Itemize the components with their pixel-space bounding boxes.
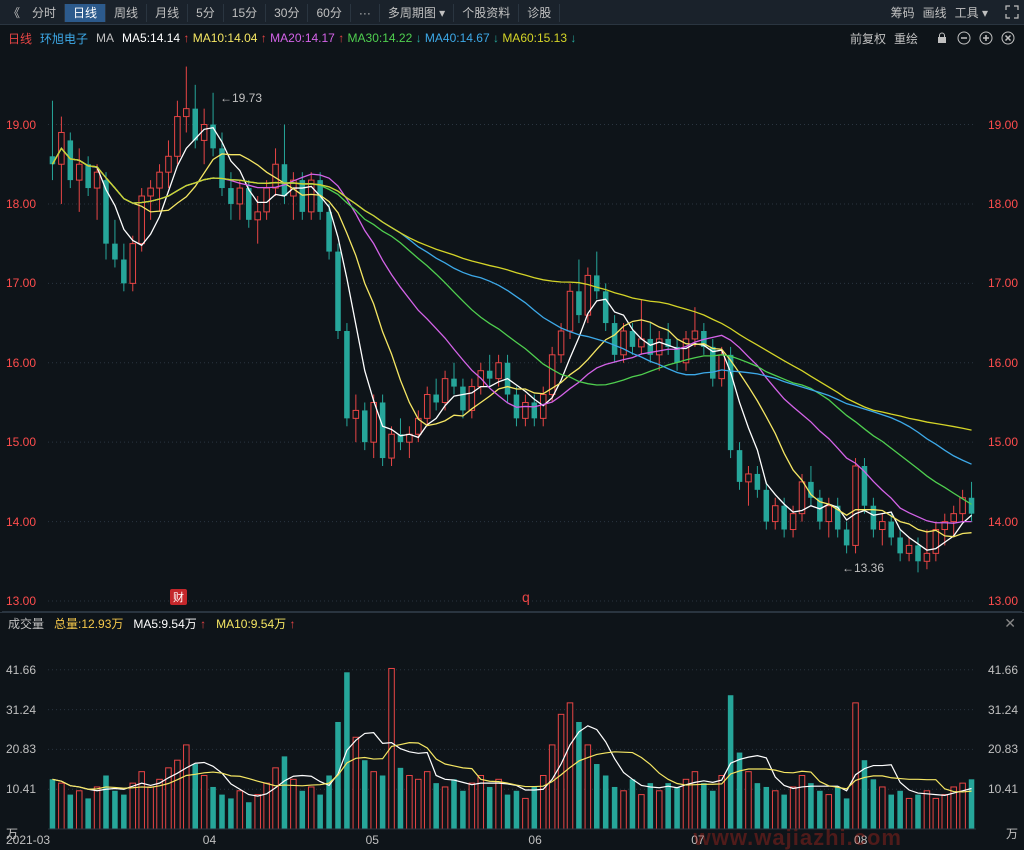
indicator-bar: 日线 环旭电子 MA MA5:14.14 ↑ MA10:14.04 ↑ MA20… xyxy=(0,25,1024,51)
timeframe-tab[interactable]: 分时 xyxy=(24,4,65,22)
volume-axis-unit: 万 xyxy=(1006,825,1018,842)
price-axis-tick: 14.00 xyxy=(6,515,36,529)
volume-axis-tick: 10.41 xyxy=(6,782,36,796)
toolbar-action[interactable]: 筹码 xyxy=(891,6,915,20)
watermark: www.wajiazhi.com xyxy=(694,825,902,850)
indicator-control[interactable]: 重绘 xyxy=(894,32,918,46)
price-axis-tick: 19.00 xyxy=(6,118,36,132)
toolbar-right: 筹码画线工具 ▾ xyxy=(891,4,1020,21)
high-annotation: ←19.73 xyxy=(220,91,262,105)
volume-label[interactable]: 成交量 xyxy=(8,615,44,632)
price-axis-tick: 15.00 xyxy=(988,435,1018,449)
volume-header: 成交量 总量:12.93万 MA5:9.54万 ↑ MA10:9.54万 ↑ ✕ xyxy=(0,612,1024,633)
ma-value: MA5:14.14 ↑ xyxy=(122,31,189,45)
price-axis-tick: 17.00 xyxy=(988,276,1018,290)
timeframe-tab[interactable]: ··· xyxy=(351,4,380,22)
volume-axis-tick: 41.66 xyxy=(988,663,1018,677)
volume-total: 总量:12.93万 xyxy=(54,615,123,632)
indicator-control[interactable]: 前复权 xyxy=(850,32,886,46)
ma-value: MA10:14.04 ↑ xyxy=(193,31,267,45)
ma-value: MA60:15.13 ↓ xyxy=(502,31,576,45)
volume-axis-tick: 31.24 xyxy=(988,703,1018,717)
timeframe-tab[interactable]: 诊股 xyxy=(519,4,560,22)
timeframe-tab[interactable]: 60分 xyxy=(308,4,350,22)
minus-icon[interactable] xyxy=(956,30,972,46)
timeframe-tab[interactable]: 周线 xyxy=(106,4,147,22)
timeframe-tab[interactable]: 个股资料 xyxy=(454,4,519,22)
price-axis-tick: 13.00 xyxy=(6,594,36,608)
price-axis-tick: 16.00 xyxy=(988,356,1018,370)
timeframe-tab[interactable]: 30分 xyxy=(266,4,308,22)
plus-icon[interactable] xyxy=(978,30,994,46)
time-axis-tick: 05 xyxy=(366,833,379,847)
price-axis-tick: 19.00 xyxy=(988,118,1018,132)
price-axis-tick: 13.00 xyxy=(988,594,1018,608)
collapse-left-icon[interactable]: 《 xyxy=(4,2,24,23)
ma-value: MA20:14.17 ↑ xyxy=(270,31,344,45)
volume-close-icon[interactable]: ✕ xyxy=(1004,615,1016,632)
timeframe-tab[interactable]: 多周期图 ▾ xyxy=(380,4,454,22)
ma-label[interactable]: MA xyxy=(96,31,114,45)
indicator-right: 前复权重绘 xyxy=(850,30,1016,47)
timeframe-tab[interactable]: 15分 xyxy=(224,4,266,22)
ma-value: MA30:14.22 ↓ xyxy=(348,31,422,45)
volume-ma10: MA10:9.54万 ↑ xyxy=(216,615,295,632)
timeframe-toolbar: 《 分时日线周线月线5分15分30分60分···多周期图 ▾个股资料诊股 筹码画… xyxy=(0,0,1024,25)
fullscreen-icon[interactable] xyxy=(1004,4,1020,20)
ma-value: MA40:14.67 ↓ xyxy=(425,31,499,45)
marker-q: q xyxy=(522,589,530,605)
price-axis-tick: 17.00 xyxy=(6,276,36,290)
marker-cai[interactable]: 财 xyxy=(170,589,187,605)
lock-icon[interactable] xyxy=(934,30,950,46)
volume-axis-tick: 20.83 xyxy=(6,742,36,756)
price-axis-tick: 18.00 xyxy=(6,197,36,211)
toolbar-action[interactable]: 工具 ▾ xyxy=(955,6,988,20)
stock-name: 环旭电子 xyxy=(40,30,88,47)
price-axis-tick: 14.00 xyxy=(988,515,1018,529)
volume-axis-tick: 10.41 xyxy=(988,782,1018,796)
timeframe-tab[interactable]: 日线 xyxy=(65,4,106,22)
price-chart[interactable]: 13.00 13.00 14.00 14.00 15.00 15.00 16.00 16.00… xyxy=(2,51,1022,612)
volume-chart[interactable]: 10.41 10.41 20.83 20.83 31.24 31.24 41.66 41.66… xyxy=(2,633,1022,850)
time-axis-tick: 04 xyxy=(203,833,216,847)
low-annotation: ←13.36 xyxy=(842,561,884,575)
price-axis-tick: 18.00 xyxy=(988,197,1018,211)
toolbar-action[interactable]: 画线 xyxy=(923,6,947,20)
price-axis-tick: 15.00 xyxy=(6,435,36,449)
timeframe-tab[interactable]: 5分 xyxy=(188,4,224,22)
volume-axis-tick: 41.66 xyxy=(6,663,36,677)
volume-axis-tick: 31.24 xyxy=(6,703,36,717)
volume-axis-tick: 20.83 xyxy=(988,742,1018,756)
timeframe-tab[interactable]: 月线 xyxy=(147,4,188,22)
close-icon[interactable] xyxy=(1000,30,1016,46)
time-axis-tick: 06 xyxy=(528,833,541,847)
time-axis-tick: 2021-03 xyxy=(6,833,50,847)
volume-ma5: MA5:9.54万 ↑ xyxy=(133,615,206,632)
price-axis-tick: 16.00 xyxy=(6,356,36,370)
kline-label: 日线 xyxy=(8,30,32,47)
